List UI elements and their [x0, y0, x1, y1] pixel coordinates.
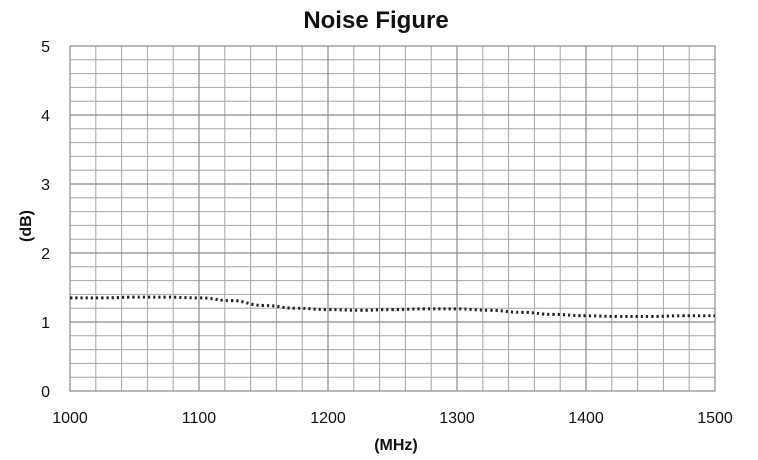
- noise-figure-line: [70, 295, 715, 318]
- x-tick-label: 1400: [568, 410, 604, 427]
- x-tick-label: 1300: [439, 410, 475, 427]
- minor-gridlines: [70, 46, 715, 391]
- chart-title: Noise Figure: [303, 7, 448, 34]
- y-tick-label: 2: [41, 246, 50, 263]
- x-tick-label: 1200: [310, 410, 346, 427]
- x-axis-ticks: 1000 1100 1200 1300 1400 1500: [52, 410, 733, 427]
- x-tick-label: 1100: [182, 410, 217, 427]
- x-axis-label: (MHz): [374, 437, 418, 454]
- y-tick-label: 5: [41, 39, 50, 56]
- major-gridlines: [70, 46, 715, 391]
- plot-area: [69, 45, 716, 392]
- y-axis-ticks: 0 1 2 3 4 5: [41, 39, 50, 401]
- x-tick-label: 1000: [52, 410, 88, 427]
- y-tick-label: 4: [41, 108, 50, 125]
- x-tick-label: 1500: [697, 410, 733, 427]
- y-tick-label: 1: [41, 315, 50, 332]
- y-axis-label: (dB): [18, 210, 35, 242]
- y-tick-label: 0: [41, 384, 50, 401]
- y-tick-label: 3: [41, 177, 50, 194]
